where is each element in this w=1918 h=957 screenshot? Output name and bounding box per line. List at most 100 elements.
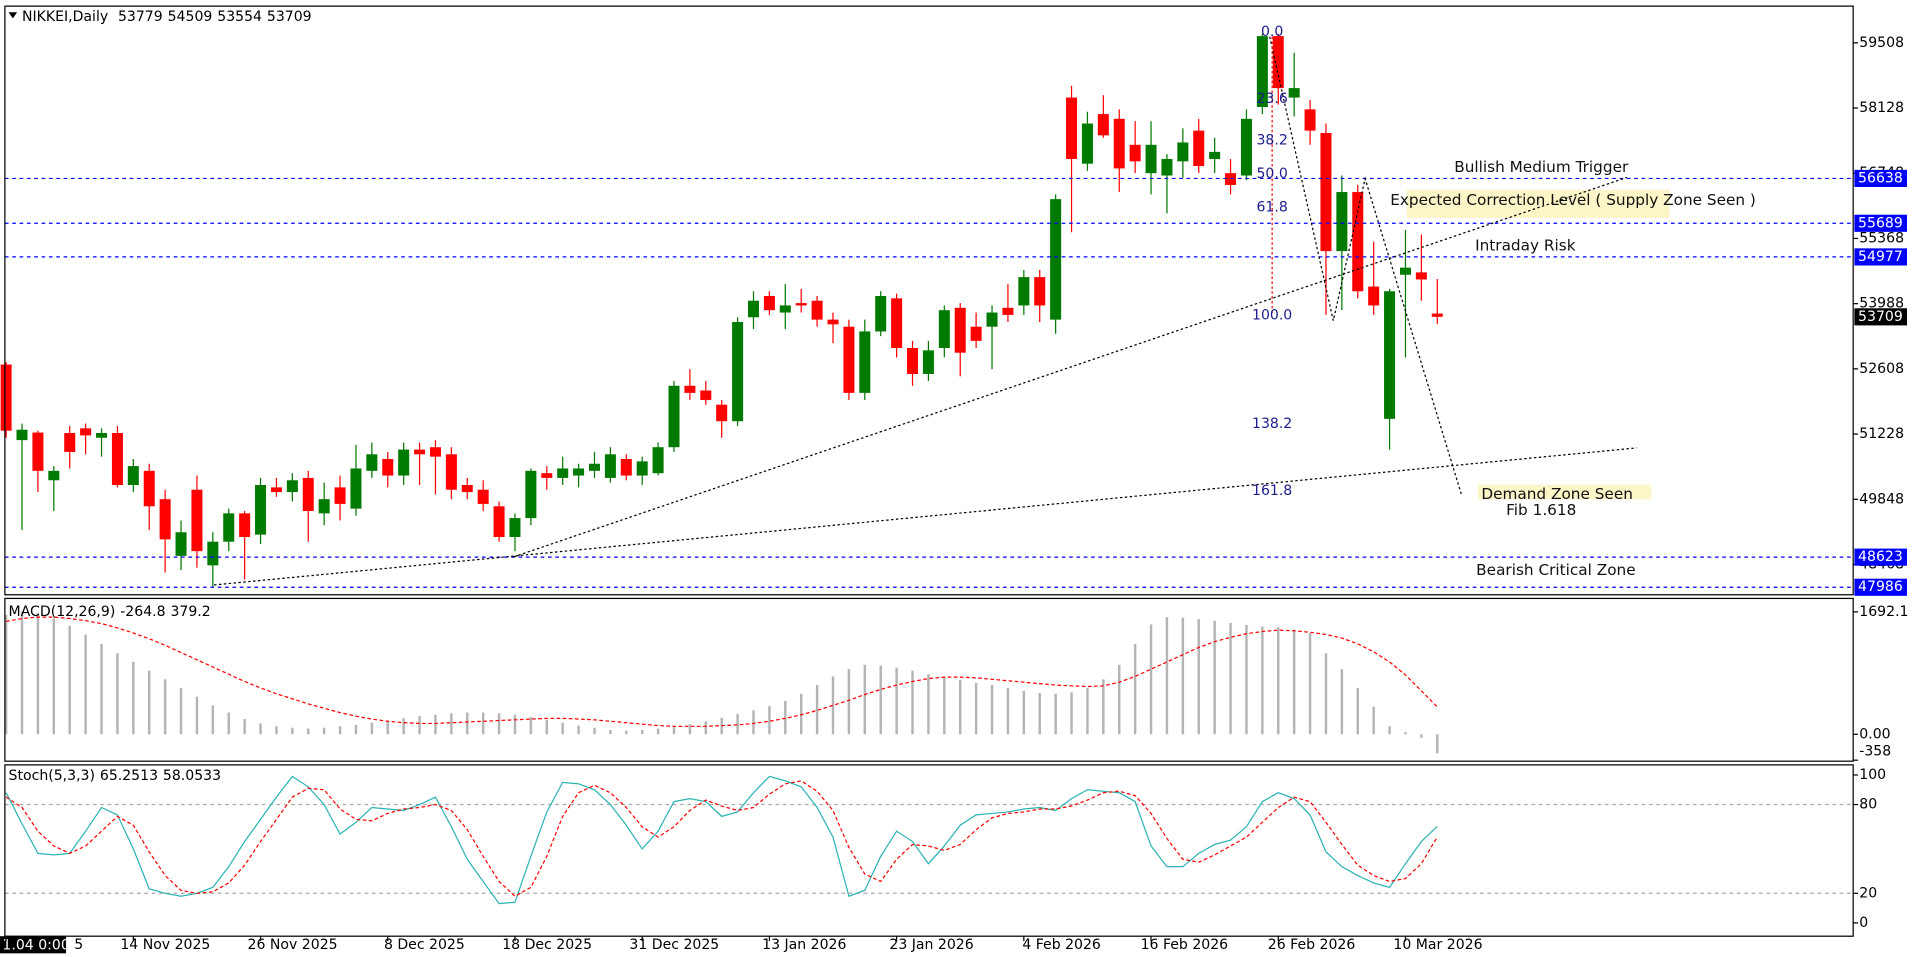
level-label-box (1854, 578, 1907, 596)
candle-body (80, 428, 92, 436)
candle-body (1097, 114, 1109, 136)
y-tick-label: 1692.1 (1859, 604, 1908, 620)
candle-body (127, 466, 139, 486)
fib-label: 138.2 (1252, 416, 1292, 432)
candle-body (477, 489, 489, 504)
candle-body (1193, 130, 1205, 167)
candle-body (255, 485, 267, 535)
x-tick-label: 31 Dec 2025 (629, 937, 719, 953)
annotation: Intraday Risk (1475, 236, 1576, 254)
candle-body (1018, 277, 1030, 306)
candle-body (1384, 291, 1396, 419)
stoch-title: Stoch(5,3,3) (9, 768, 95, 784)
y-tick-label: 59508 (1859, 35, 1904, 51)
y-tick-label: -358 (1859, 743, 1891, 759)
demand-zone (1477, 484, 1652, 500)
symbol: NIKKEI,Daily (22, 9, 108, 25)
candle-body (1256, 36, 1268, 107)
candle-body (747, 300, 760, 318)
candle-body (143, 470, 155, 507)
candle-body (811, 300, 823, 320)
candle-body (239, 513, 251, 537)
candle-body (938, 310, 950, 348)
candle-body (525, 470, 537, 519)
trend-line (513, 176, 1628, 558)
y-tick-label: 49848 (1859, 491, 1904, 507)
macd-title: MACD(12,26,9) (9, 604, 116, 620)
candle-body (557, 468, 569, 478)
candle-body (1034, 277, 1046, 306)
fib-label: 61.8 (1256, 199, 1287, 215)
stoch-signal-value: 58.0533 (163, 768, 221, 784)
candle-body (461, 485, 473, 493)
menu-triangle[interactable] (8, 12, 18, 19)
level-label: 47986 (1858, 579, 1903, 595)
cursor-box (0, 936, 67, 954)
price-label: 53709 (1858, 309, 1903, 325)
candle-body (827, 319, 839, 325)
y-tick-label: 0 (1859, 915, 1868, 931)
candle-body (716, 404, 728, 422)
annotation: Expected Correction Level ( Supply Zone … (1390, 191, 1756, 209)
candle-body (191, 489, 203, 552)
macd-signal-value: 379.2 (170, 604, 210, 620)
level-label-box (1854, 248, 1907, 266)
candle-body (1145, 144, 1157, 174)
candle-body (1415, 272, 1427, 280)
candle-body (270, 487, 282, 493)
candle-body (223, 513, 235, 542)
fib-label: 23.6 (1256, 91, 1287, 107)
candle-body (907, 347, 919, 374)
candle-body (175, 532, 187, 556)
candle-body (859, 331, 871, 393)
candle-body (1336, 192, 1348, 252)
y-tick-label: 20 (1859, 885, 1877, 901)
candle-body (1177, 142, 1189, 162)
candle-body (159, 499, 171, 540)
candle-body (1288, 88, 1300, 98)
candle-body (779, 305, 791, 313)
annotation: Bullish Medium Trigger (1454, 158, 1629, 176)
candle-body (1081, 123, 1093, 164)
candle-body (588, 463, 600, 471)
candle-body (1304, 109, 1316, 131)
x-tick-label: 23 Jan 2026 (889, 937, 973, 953)
candle-body (1368, 286, 1380, 306)
x-tick-label: 4 Feb 2026 (1022, 937, 1101, 953)
candle-body (732, 321, 744, 422)
header-low: 53554 (217, 9, 262, 25)
candle-body (398, 449, 410, 476)
header-close: 53709 (267, 9, 312, 25)
candle-body (620, 459, 632, 476)
x-tick-label: 26 Feb 2026 (1268, 937, 1356, 953)
supply-zone (1406, 189, 1670, 218)
signal-line (6, 616, 1438, 727)
main-line (5, 775, 1438, 905)
candle-body (1066, 97, 1078, 159)
x-tick-label: 8 Dec 2025 (384, 937, 465, 953)
x-tick-label: 16 Feb 2026 (1141, 937, 1229, 953)
annotation: Demand Zone Seen (1481, 485, 1633, 503)
candle-body (1431, 313, 1443, 317)
candle-body (604, 454, 616, 478)
candle-body (350, 468, 362, 509)
macd-panel-frame (4, 597, 1854, 762)
x-tick-label: 26 Nov 2025 (248, 937, 338, 953)
fib-label: 161.8 (1252, 483, 1292, 499)
candle-body (445, 454, 457, 490)
annotation: Bearish Critical Zone (1476, 561, 1635, 579)
signal-line (5, 780, 1438, 898)
candle-body (318, 499, 330, 514)
x-tick-label: 5 (74, 937, 83, 953)
x-tick-label: 13 Jan 2026 (762, 937, 846, 953)
candle-body (891, 298, 903, 348)
trend-line (214, 447, 1637, 586)
candle-body (652, 447, 664, 474)
candle-body (111, 433, 123, 486)
level-label-box (1854, 169, 1907, 188)
fib-label: 100.0 (1252, 308, 1292, 324)
candle-body (843, 326, 855, 393)
candle-body (509, 518, 521, 537)
candle-body (1050, 199, 1062, 320)
